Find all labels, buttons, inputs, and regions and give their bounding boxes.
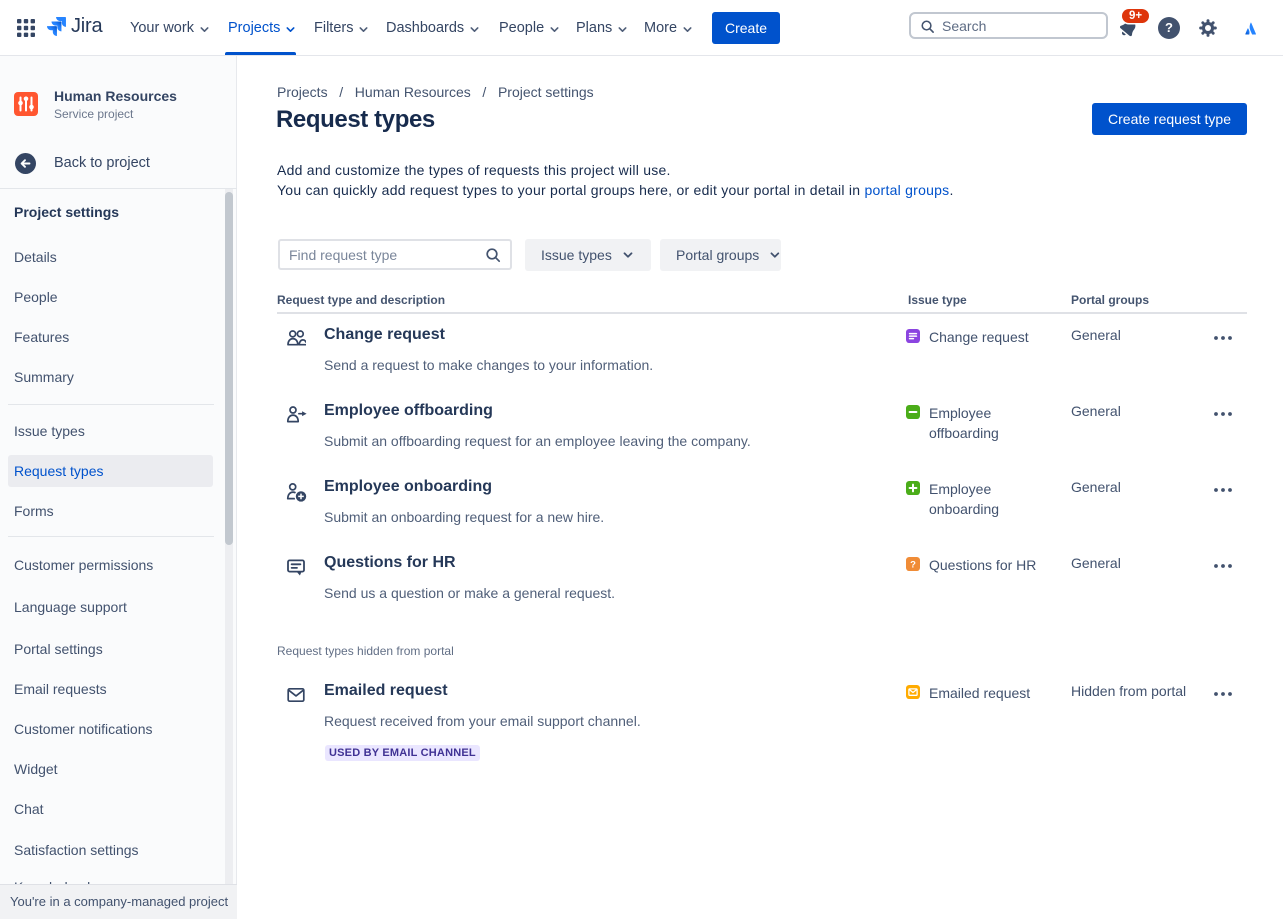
svg-text:?: ? [910,559,916,570]
